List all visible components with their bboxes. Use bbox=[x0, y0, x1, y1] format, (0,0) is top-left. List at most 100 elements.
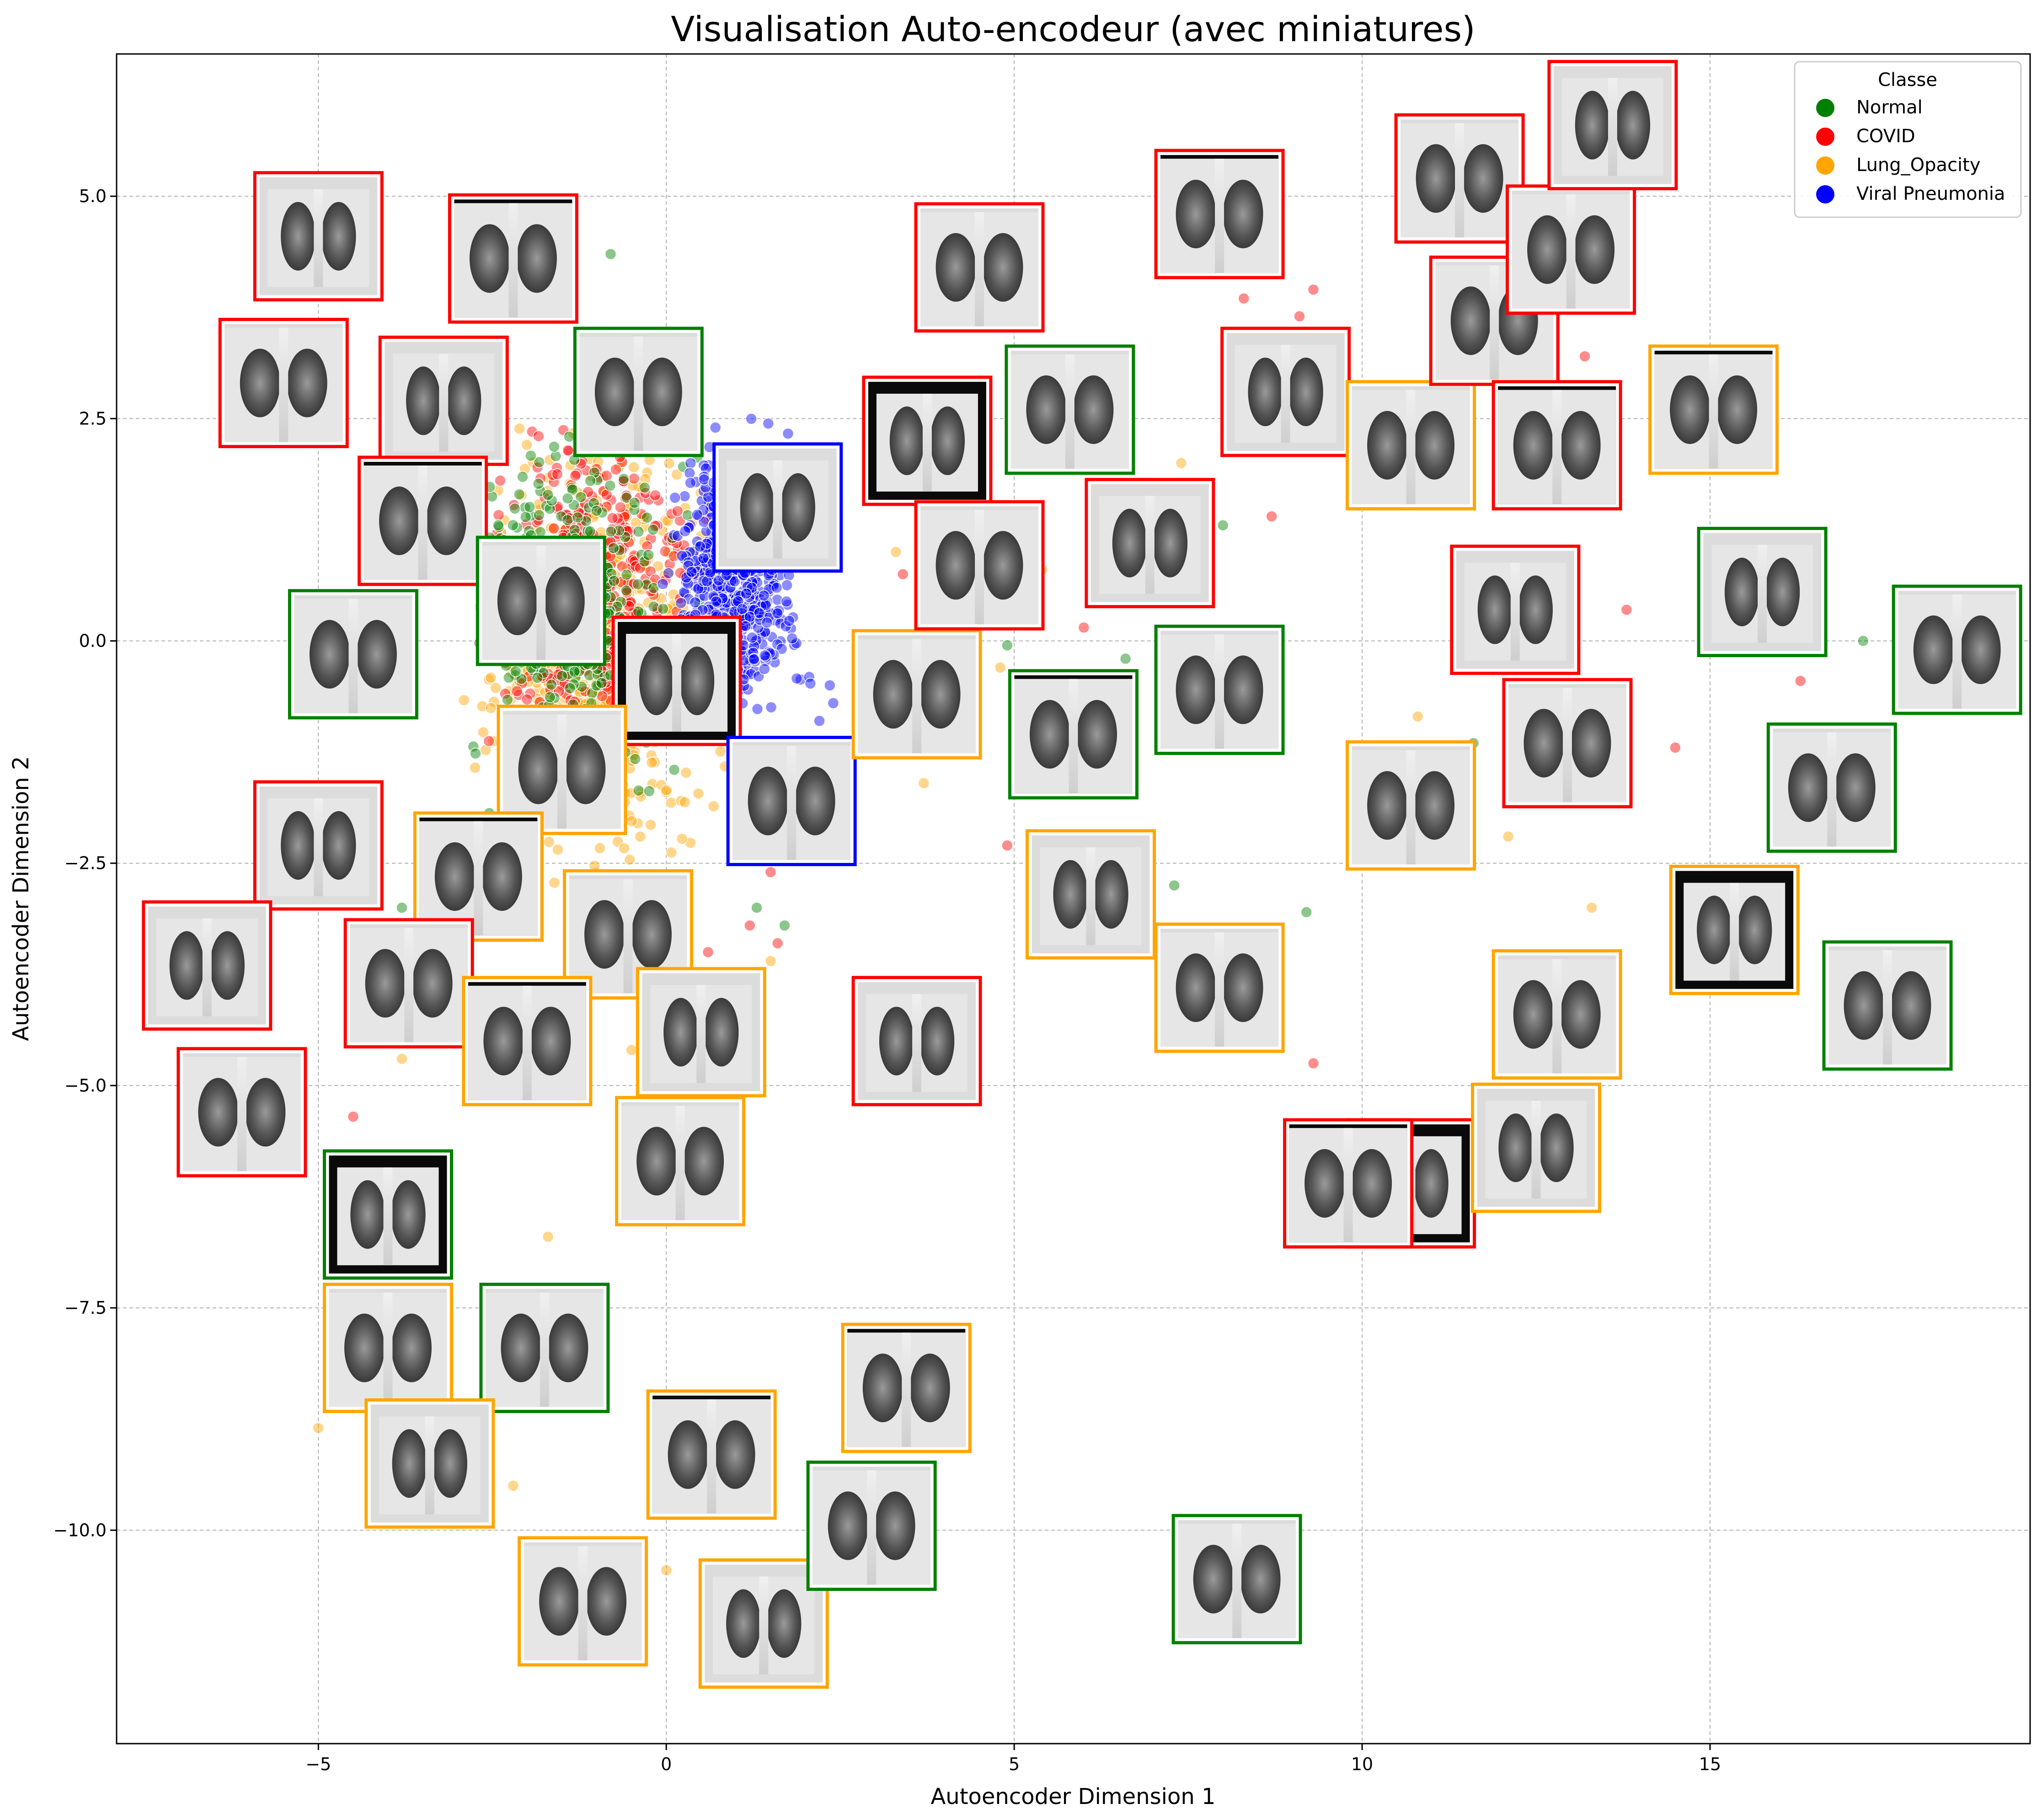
thumbnail bbox=[1491, 380, 1622, 511]
data-point bbox=[577, 489, 589, 501]
data-point bbox=[619, 531, 631, 543]
xray-spine bbox=[1709, 354, 1718, 469]
data-point bbox=[804, 678, 817, 690]
data-point bbox=[568, 524, 581, 536]
data-point bbox=[533, 509, 545, 521]
xray-spine bbox=[557, 714, 567, 829]
data-point bbox=[761, 616, 773, 629]
x-tick-label: 10 bbox=[1351, 1754, 1373, 1774]
xray-left-lung bbox=[639, 646, 674, 716]
data-point bbox=[622, 577, 634, 589]
xray-spine bbox=[237, 1057, 246, 1172]
data-point bbox=[625, 556, 637, 567]
data-point bbox=[678, 586, 690, 598]
thumbnail bbox=[1697, 527, 1828, 658]
thumbnail bbox=[914, 500, 1045, 631]
thumbnail bbox=[573, 327, 704, 457]
thumbnail bbox=[1491, 949, 1622, 1080]
xray-left-lung bbox=[169, 931, 204, 1000]
xray-spine bbox=[279, 327, 289, 442]
data-point bbox=[746, 632, 758, 644]
data-point bbox=[759, 599, 772, 611]
thumbnail bbox=[851, 629, 982, 760]
xray-left-lung bbox=[889, 406, 925, 476]
y-tick-label: −10.0 bbox=[53, 1520, 107, 1540]
axis-ticks: −5 0 5 10 15 −10.0 −7.5 −5.0 −2.5 0.0 2.5 5.0 bbox=[53, 186, 1721, 1774]
xray-spine bbox=[1065, 354, 1074, 469]
xray-right-lung bbox=[1574, 215, 1615, 284]
data-point bbox=[692, 787, 705, 799]
thumbnail bbox=[862, 375, 993, 506]
data-point bbox=[524, 501, 535, 513]
data-point bbox=[665, 846, 678, 858]
data-point bbox=[679, 490, 691, 502]
data-point bbox=[524, 688, 536, 700]
thumbnail bbox=[646, 1389, 777, 1520]
data-point bbox=[490, 682, 502, 694]
data-point bbox=[709, 422, 722, 434]
data-point bbox=[527, 456, 539, 469]
data-point bbox=[553, 685, 565, 697]
thumbnail bbox=[1450, 544, 1581, 675]
thumbnail bbox=[1026, 829, 1156, 960]
thumbnail bbox=[712, 442, 843, 573]
xray-left-lung bbox=[281, 811, 315, 880]
thumbnail bbox=[806, 1461, 937, 1591]
data-point bbox=[605, 525, 617, 538]
data-point bbox=[643, 785, 655, 797]
xray-spine bbox=[578, 1546, 588, 1660]
data-point bbox=[604, 248, 617, 260]
data-point bbox=[662, 515, 674, 527]
data-point bbox=[599, 670, 611, 683]
thumbnail bbox=[448, 193, 578, 324]
data-point bbox=[675, 597, 687, 609]
data-point bbox=[759, 626, 771, 638]
data-point bbox=[485, 672, 497, 684]
data-point bbox=[649, 489, 661, 501]
data-point bbox=[697, 504, 710, 516]
thumbnail bbox=[698, 1558, 829, 1689]
xray-right-lung bbox=[766, 1589, 802, 1658]
data-point bbox=[396, 902, 408, 914]
xray-left-lung bbox=[1416, 144, 1456, 213]
data-point bbox=[698, 473, 710, 486]
xray-left-lung bbox=[1523, 709, 1564, 778]
xray-spine bbox=[1552, 390, 1562, 504]
xray-right-lung bbox=[1352, 1149, 1392, 1218]
xray-left-lung bbox=[518, 735, 559, 804]
xray-spine bbox=[696, 985, 706, 1083]
plot-frame bbox=[116, 53, 2031, 1745]
data-point bbox=[698, 471, 710, 483]
data-point bbox=[665, 797, 677, 809]
data-point bbox=[509, 669, 521, 681]
xray-right-lung bbox=[1560, 980, 1601, 1049]
data-point bbox=[521, 693, 533, 706]
data-point bbox=[1307, 1057, 1320, 1070]
data-point bbox=[657, 578, 669, 590]
y-tick-label: 2.5 bbox=[79, 408, 107, 428]
data-point bbox=[729, 575, 741, 587]
data-point bbox=[535, 485, 546, 498]
xray-right-lung bbox=[391, 1180, 426, 1249]
data-point bbox=[545, 494, 558, 507]
xray-spine bbox=[1531, 1101, 1541, 1199]
data-point bbox=[507, 519, 519, 531]
data-point bbox=[561, 492, 574, 504]
xray-right-lung bbox=[704, 998, 739, 1067]
data-point bbox=[781, 579, 793, 591]
xray-right-lung bbox=[321, 811, 356, 880]
data-point bbox=[548, 522, 560, 535]
data-point bbox=[1294, 310, 1305, 322]
data-point bbox=[782, 428, 794, 440]
data-point bbox=[1579, 350, 1591, 362]
thumbnail bbox=[218, 318, 349, 449]
xray-left-lung bbox=[748, 766, 788, 835]
data-point bbox=[671, 469, 683, 481]
thumbnail bbox=[636, 967, 766, 1097]
data-point bbox=[660, 784, 672, 796]
data-point bbox=[748, 653, 760, 665]
data-point bbox=[551, 462, 563, 474]
legend-entry-label: COVID bbox=[1856, 126, 1915, 147]
data-point bbox=[680, 550, 692, 562]
data-point bbox=[694, 541, 706, 552]
